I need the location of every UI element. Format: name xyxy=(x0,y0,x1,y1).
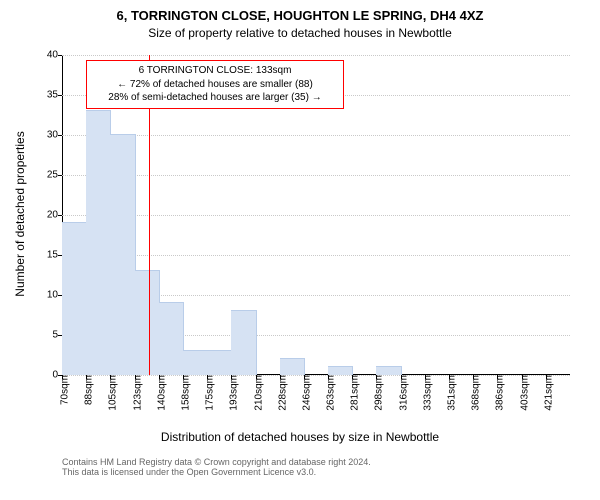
gridline xyxy=(62,255,570,256)
histogram-bar xyxy=(62,222,87,375)
x-tick-label: 421sqm xyxy=(537,375,554,411)
gridline xyxy=(62,175,570,176)
annotation-line: ← 72% of detached houses are smaller (88… xyxy=(93,78,337,92)
chart-subtitle: Size of property relative to detached ho… xyxy=(0,26,600,40)
x-tick-label: 228sqm xyxy=(271,375,288,411)
histogram-bar xyxy=(159,302,184,375)
x-tick-label: 88sqm xyxy=(78,375,95,405)
footer-line: This data is licensed under the Open Gov… xyxy=(62,467,371,477)
x-tick-label: 368sqm xyxy=(465,375,482,411)
x-tick-label: 333sqm xyxy=(416,375,433,411)
y-tick-label: 20 xyxy=(47,210,62,221)
histogram-bar xyxy=(207,350,232,375)
gridline xyxy=(62,55,570,56)
y-tick-label: 35 xyxy=(47,90,62,101)
chart-title: 6, TORRINGTON CLOSE, HOUGHTON LE SPRING,… xyxy=(0,8,600,23)
y-tick-label: 25 xyxy=(47,170,62,181)
gridline xyxy=(62,215,570,216)
x-tick-label: 316sqm xyxy=(392,375,409,411)
histogram-bar xyxy=(231,310,256,375)
gridline xyxy=(62,135,570,136)
x-tick-label: 281sqm xyxy=(344,375,361,411)
annotation-line: 6 TORRINGTON CLOSE: 133sqm xyxy=(93,64,337,78)
x-tick-label: 246sqm xyxy=(295,375,312,411)
histogram-bar xyxy=(86,110,111,375)
footer-attribution: Contains HM Land Registry data © Crown c… xyxy=(62,457,371,477)
x-tick-label: 210sqm xyxy=(247,375,264,411)
x-tick-label: 175sqm xyxy=(199,375,216,411)
y-tick-label: 15 xyxy=(47,250,62,261)
y-tick-label: 10 xyxy=(47,290,62,301)
annotation-box: 6 TORRINGTON CLOSE: 133sqm← 72% of detac… xyxy=(86,60,344,109)
histogram-bar xyxy=(135,270,160,375)
chart-container: 6, TORRINGTON CLOSE, HOUGHTON LE SPRING,… xyxy=(0,0,600,500)
histogram-bar xyxy=(376,366,401,375)
y-tick-label: 5 xyxy=(52,330,62,341)
x-tick-label: 403sqm xyxy=(513,375,530,411)
histogram-bar xyxy=(183,350,208,375)
x-tick-label: 140sqm xyxy=(150,375,167,411)
histogram-bar xyxy=(328,366,353,375)
histogram-bar xyxy=(280,358,305,375)
y-tick-label: 30 xyxy=(47,130,62,141)
annotation-line: 28% of semi-detached houses are larger (… xyxy=(93,91,337,105)
footer-line: Contains HM Land Registry data © Crown c… xyxy=(62,457,371,467)
x-tick-label: 158sqm xyxy=(174,375,191,411)
x-tick-label: 298sqm xyxy=(368,375,385,411)
x-tick-label: 193sqm xyxy=(223,375,240,411)
y-tick-label: 40 xyxy=(47,50,62,61)
x-tick-label: 351sqm xyxy=(441,375,458,411)
x-tick-label: 123sqm xyxy=(126,375,143,411)
x-tick-label: 105sqm xyxy=(102,375,119,411)
x-axis-label: Distribution of detached houses by size … xyxy=(0,430,600,444)
histogram-bar xyxy=(110,134,135,375)
x-tick-label: 386sqm xyxy=(489,375,506,411)
x-tick-label: 70sqm xyxy=(54,375,71,405)
y-axis-label: Number of detached properties xyxy=(13,54,27,374)
x-tick-label: 263sqm xyxy=(320,375,337,411)
